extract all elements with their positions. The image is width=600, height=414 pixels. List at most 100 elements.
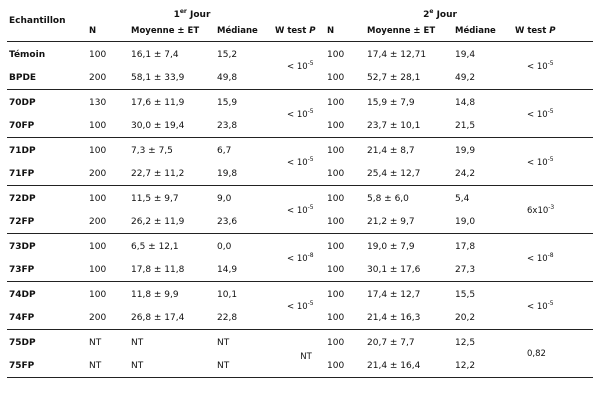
- table-row: 75FP NT NT NT 100 21,4 ± 16,4 12,2: [7, 354, 593, 378]
- col-header-wtest-day2: W test P: [515, 26, 556, 36]
- day2-median: 12,5: [455, 337, 476, 348]
- day1-n: 100: [89, 120, 107, 131]
- day2-n: 100: [327, 312, 345, 323]
- day2-median: 49,2: [455, 72, 476, 83]
- day2-mean: 17,4 ± 12,71: [367, 49, 427, 60]
- day2-mean: 52,7 ± 28,1: [367, 72, 421, 83]
- day1-mean: 26,2 ± 11,9: [131, 216, 185, 227]
- column-header-row: N Moyenne ± ET Médiane W test P N Moyenn…: [7, 21, 594, 42]
- sample-name: 73FP: [9, 264, 35, 275]
- day2-wtest: < 10-8: [527, 252, 554, 264]
- day2-mean: 21,4 ± 16,4: [367, 360, 421, 371]
- day1-mean: 11,8 ± 9,9: [131, 289, 179, 300]
- day1-n: 200: [89, 216, 107, 227]
- day1-mean: 11,5 ± 9,7: [131, 193, 179, 204]
- table-row: Témoin 100 16,1 ± 7,4 15,2 < 10-5 100 17,4 ± 1…: [7, 42, 593, 72]
- table-row: 71FP 200 22,7 ± 11,2 19,8 100 25,4 ± 12,7 24,2: [7, 162, 593, 186]
- col-header-median-day1: Médiane: [217, 26, 258, 36]
- day2-mean: 30,1 ± 17,6: [367, 264, 421, 275]
- day1-mean: 16,1 ± 7,4: [131, 49, 179, 60]
- day2-wtest: 0,82: [527, 349, 546, 359]
- sample-name: BPDE: [9, 72, 37, 83]
- day1-median: 6,7: [217, 145, 232, 156]
- day1-median: NT: [217, 360, 230, 371]
- day2-mean: 21,4 ± 16,3: [367, 312, 421, 323]
- day1-median: 14,9: [217, 264, 238, 275]
- day1-median: 0,0: [217, 241, 232, 252]
- day2-median: 14,8: [455, 97, 476, 108]
- sample-name: 75DP: [9, 337, 36, 348]
- day2-median: 24,2: [455, 168, 476, 179]
- corner-label: Echantillon: [9, 16, 66, 26]
- day2-n: 100: [327, 49, 345, 60]
- day1-n: 100: [89, 264, 107, 275]
- day2-mean: 17,4 ± 12,7: [367, 289, 421, 300]
- day2-wtest: < 10-5: [527, 60, 554, 72]
- row-group: 70DP 130 17,6 ± 11,9 15,9 < 10-5 100 15,9 ± 7,…: [7, 90, 594, 138]
- day2-median: 5,4: [455, 193, 470, 204]
- day1-median: 9,0: [217, 193, 232, 204]
- day2-mean: 20,7 ± 7,7: [367, 337, 415, 348]
- day1-n: 200: [89, 312, 107, 323]
- day1-n: NT: [89, 337, 102, 348]
- day1-mean: 17,8 ± 11,8: [131, 264, 185, 275]
- day2-median: 21,5: [455, 120, 476, 131]
- table-row: 73DP 100 6,5 ± 12,1 0,0 < 10-8 100 19,0 ± 7,9 1…: [7, 234, 593, 264]
- day2-n: 100: [327, 264, 345, 275]
- day2-wtest: < 10-5: [527, 108, 554, 120]
- day1-median: 15,9: [217, 97, 238, 108]
- table-row: 70FP 100 30,0 ± 19,4 23,8 100 23,7 ± 10,1 21,5: [7, 114, 593, 138]
- day1-wtest: < 10-5: [287, 156, 314, 168]
- row-group: 73DP 100 6,5 ± 12,1 0,0 < 10-8 100 19,0 ± 7,9 1…: [7, 234, 594, 282]
- corner-header: Echantillon: [7, 6, 87, 42]
- day1-n: 100: [89, 193, 107, 204]
- day1-wtest: < 10-5: [287, 108, 314, 120]
- day2-n: 100: [327, 97, 345, 108]
- day1-wtest: < 10-8: [287, 252, 314, 264]
- day1-label: 1er Jour: [173, 7, 211, 20]
- day2-wtest: < 10-5: [527, 156, 554, 168]
- day2-n: 100: [327, 241, 345, 252]
- day1-mean: 22,7 ± 11,2: [131, 168, 185, 179]
- day2-wtest: < 10-5: [527, 300, 554, 312]
- day2-n: 100: [327, 168, 345, 179]
- day2-median: 17,8: [455, 241, 476, 252]
- day1-n: 100: [89, 49, 107, 60]
- day2-header: 2e Jour: [325, 6, 593, 21]
- day2-mean: 21,4 ± 8,7: [367, 145, 415, 156]
- sample-name: 74DP: [9, 289, 36, 300]
- day2-median: 19,0: [455, 216, 476, 227]
- col-header-median-day2: Médiane: [455, 26, 496, 36]
- col-header-mean-day1: Moyenne ± ET: [131, 26, 200, 36]
- day1-header: 1er Jour: [87, 6, 325, 21]
- day1-mean: 26,8 ± 17,4: [131, 312, 185, 323]
- day2-n: 100: [327, 289, 345, 300]
- day1-mean: 17,6 ± 11,9: [131, 97, 185, 108]
- row-group: 75DP NT NT NT NT 100 20,7 ± 7,7 12,5 0,82 75FP NT N…: [7, 330, 594, 378]
- row-group: 72DP 100 11,5 ± 9,7 9,0 < 10-5 100 5,8 ± 6,0 5,…: [7, 186, 594, 234]
- sample-name: 72DP: [9, 193, 36, 204]
- day2-n: 100: [327, 360, 345, 371]
- sample-name: Témoin: [9, 49, 46, 60]
- day2-mean: 23,7 ± 10,1: [367, 120, 421, 131]
- day1-n: 200: [89, 168, 107, 179]
- day1-n: 100: [89, 145, 107, 156]
- day2-n: 100: [327, 120, 345, 131]
- table-row: 73FP 100 17,8 ± 11,8 14,9 100 30,1 ± 17,6 27,3: [7, 258, 593, 282]
- col-header-wtest-day1: W test P: [275, 26, 316, 36]
- data-table: Echantillon 1er Jour 2e Jour N Moyenne ±…: [7, 6, 594, 378]
- day2-n: 100: [327, 72, 345, 83]
- day1-median: 15,2: [217, 49, 238, 60]
- day2-n: 100: [327, 193, 345, 204]
- sample-name: 73DP: [9, 241, 36, 252]
- day2-median: 12,2: [455, 360, 476, 371]
- day2-mean: 19,0 ± 7,9: [367, 241, 415, 252]
- sample-name: 74FP: [9, 312, 35, 323]
- table-row: 74FP 200 26,8 ± 17,4 22,8 100 21,4 ± 16,3 20,2: [7, 306, 593, 330]
- day1-n: 200: [89, 72, 107, 83]
- day2-median: 19,4: [455, 49, 476, 60]
- day1-mean: NT: [131, 360, 144, 371]
- table-row: 70DP 130 17,6 ± 11,9 15,9 < 10-5 100 15,9 ± 7,…: [7, 90, 593, 120]
- row-group: Témoin 100 16,1 ± 7,4 15,2 < 10-5 100 17,4 ± 1…: [7, 42, 594, 90]
- data-table-container: Echantillon 1er Jour 2e Jour N Moyenne ±…: [7, 6, 594, 378]
